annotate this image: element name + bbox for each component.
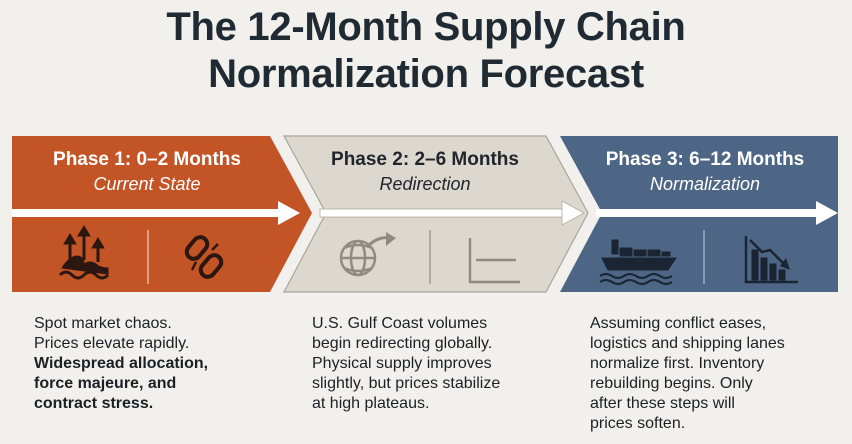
arrow-1 [12, 201, 300, 225]
phase-1-title: Phase 1: 0–2 Months [53, 149, 241, 170]
phase-3-header: Phase 3: 6–12 Months Normalization [566, 148, 844, 196]
declining-bar-chart-icon [744, 236, 798, 284]
phase-2-desc-line: Physical supply improves [312, 355, 492, 372]
phase-3-title: Phase 3: 6–12 Months [605, 149, 805, 170]
globe-arrow-icon [339, 232, 396, 277]
rising-water-arrows-icon [58, 225, 110, 280]
phase-2-title: Phase 2: 2–6 Months [331, 149, 519, 170]
phase-3-desc-line: Assuming conflict eases, [590, 315, 767, 332]
phase-1-desc-bold-line: contract stress. [34, 395, 154, 412]
phase-1-desc-bold-line: force majeure, and [34, 375, 177, 392]
phase-3-subtitle: Normalization [649, 174, 761, 194]
title-line-2: Normalization Forecast [208, 52, 644, 96]
cargo-ship-icon [599, 239, 677, 285]
phase-2-desc-line: begin redirecting globally. [312, 335, 493, 352]
phase-1-desc-line: Prices elevate rapidly. [34, 335, 190, 352]
phase-1-description: Spot market chaos. Prices elevate rapidl… [34, 314, 208, 414]
phase-2-subtitle: Redirection [379, 174, 471, 194]
phase-2-desc-line: slightly, but prices stabilize [312, 375, 501, 392]
phase-1-header: Phase 1: 0–2 Months Current State [12, 148, 282, 196]
phase-1-subtitle: Current State [93, 174, 201, 194]
phase-3-desc-line: normalize first. Inventory [590, 355, 765, 372]
phase-3-desc-line: rebuilding begins. Only [590, 375, 753, 392]
phase-1-desc-bold-line: Widespread allocation, [34, 355, 209, 372]
phase-2-header: Phase 2: 2–6 Months Redirection [292, 148, 558, 196]
phase-2-description: U.S. Gulf Coast volumes begin redirectin… [312, 314, 500, 414]
title-line-1: The 12-Month Supply Chain [166, 5, 686, 49]
phase-3-desc-line: after these steps will [590, 395, 735, 412]
phase-2-desc-line: at high plateaus. [312, 395, 430, 412]
arrow-2 [319, 200, 585, 226]
page-title: The 12-Month Supply Chain Normalization … [0, 4, 852, 98]
flat-line-chart-icon [468, 238, 520, 284]
phase-1-desc-line: Spot market chaos. [34, 315, 172, 332]
phase-3-desc-line: prices soften. [590, 415, 686, 432]
phase-2-desc-line: U.S. Gulf Coast volumes [312, 315, 488, 332]
phase-3-desc-line: logistics and shipping lanes [590, 335, 785, 352]
arrow-3 [596, 201, 838, 225]
broken-chain-icon [184, 235, 224, 279]
phase-3-description: Assuming conflict eases, logistics and s… [590, 314, 785, 434]
